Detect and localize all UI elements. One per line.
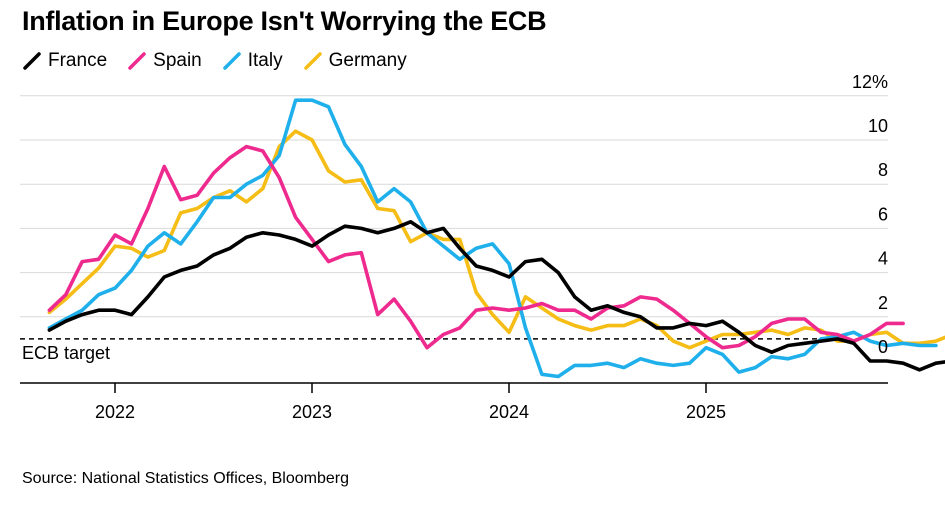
xtick-label-2023: 2023: [292, 402, 332, 422]
series-layer: [47, 98, 945, 379]
axis-layer: 0 2 4 6 8 10 12% 2022 2023 2024 2025: [20, 72, 888, 422]
legend-item-france: France: [22, 50, 107, 72]
legend-label-spain: Spain: [153, 50, 202, 71]
line-chart: ECB target 0 2 4 6 8 10 12% 2022 2023 2024 2025: [20, 72, 945, 422]
series-line-italy: [47, 98, 938, 379]
xtick-label-2024: 2024: [489, 402, 529, 422]
series-line-france: [47, 220, 945, 372]
legend-label-italy: Italy: [247, 50, 283, 71]
target-layer: ECB target: [20, 338, 848, 363]
legend-label-france: France: [48, 50, 108, 71]
legend-swatch-france: [23, 52, 41, 70]
ytick-label-0: 0: [878, 337, 888, 357]
chart-title: Inflation in Europe Isn't Worrying the E…: [22, 6, 547, 36]
legend-swatch-italy: [223, 52, 241, 70]
ytick-label-10: 10: [868, 116, 888, 136]
legend-item-germany: Germany: [303, 50, 407, 72]
ytick-label-12: 12%: [852, 72, 888, 92]
series-line-germany: [47, 129, 945, 350]
legend-item-spain: Spain: [127, 50, 202, 72]
ytick-label-8: 8: [878, 160, 888, 180]
grid-layer: [20, 95, 888, 318]
legend-swatch-spain: [128, 52, 146, 70]
source-note: Source: National Statistics Offices, Blo…: [22, 470, 349, 487]
ytick-label-2: 2: [878, 293, 888, 313]
legend-swatch-germany: [303, 52, 322, 70]
ytick-label-4: 4: [878, 249, 888, 269]
legend-item-italy: Italy: [222, 50, 283, 72]
legend: France Spain Italy Germany: [22, 50, 407, 72]
series-line-spain: [47, 144, 905, 350]
ytick-label-6: 6: [878, 204, 888, 224]
ecb-target-label: ECB target: [22, 343, 110, 363]
xtick-label-2022: 2022: [95, 402, 135, 422]
legend-label-germany: Germany: [328, 50, 407, 71]
xtick-label-2025: 2025: [686, 402, 726, 422]
